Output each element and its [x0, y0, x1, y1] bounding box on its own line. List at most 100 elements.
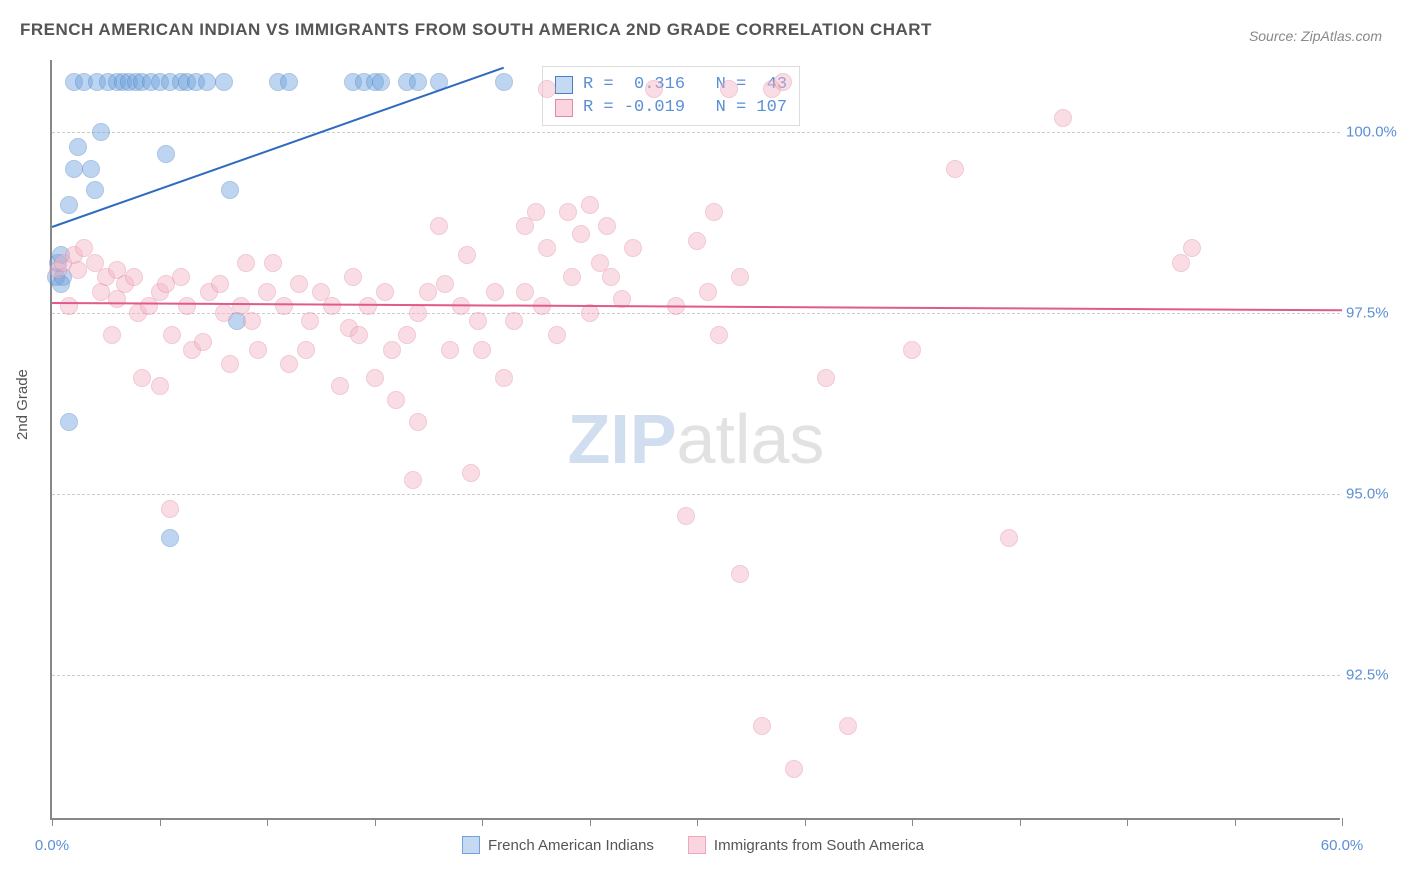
y-tick-label: 100.0% [1346, 124, 1396, 141]
x-tick [1342, 818, 1343, 826]
scatter-point [458, 246, 476, 264]
scatter-point [366, 369, 384, 387]
scatter-point [409, 304, 427, 322]
x-tick [590, 818, 591, 826]
scatter-point [258, 283, 276, 301]
x-tick [375, 818, 376, 826]
scatter-point [645, 80, 663, 98]
watermark-zip: ZIP [568, 400, 677, 478]
scatter-point [82, 160, 100, 178]
scatter-point [602, 268, 620, 286]
scatter-point [103, 326, 121, 344]
scatter-point [1000, 529, 1018, 547]
chart-title: FRENCH AMERICAN INDIAN VS IMMIGRANTS FRO… [20, 20, 932, 40]
scatter-point [60, 297, 78, 315]
scatter-point [430, 217, 448, 235]
stats-row-series1: R = 0.316 N = 43 [555, 73, 787, 96]
scatter-point [598, 217, 616, 235]
stats-swatch-series1 [555, 76, 573, 94]
x-tick-label: 60.0% [1321, 837, 1364, 854]
scatter-point [331, 377, 349, 395]
scatter-point [516, 283, 534, 301]
scatter-point [817, 369, 835, 387]
scatter-point [359, 297, 377, 315]
scatter-point [398, 326, 416, 344]
scatter-point [323, 297, 341, 315]
scatter-point [527, 203, 545, 221]
plot-area: ZIPatlas R = 0.316 N = 43 R = -0.019 N =… [50, 60, 1340, 820]
scatter-point [69, 138, 87, 156]
x-tick [1127, 818, 1128, 826]
scatter-point [710, 326, 728, 344]
scatter-point [157, 145, 175, 163]
scatter-point [720, 80, 738, 98]
scatter-point [125, 268, 143, 286]
scatter-point [538, 239, 556, 257]
scatter-point [572, 225, 590, 243]
watermark-atlas: atlas [677, 400, 825, 478]
scatter-point [469, 312, 487, 330]
y-tick-label: 97.5% [1346, 305, 1396, 322]
scatter-point [280, 73, 298, 91]
scatter-point [65, 160, 83, 178]
scatter-point [705, 203, 723, 221]
scatter-point [495, 73, 513, 91]
legend-label-1: French American Indians [488, 837, 654, 854]
scatter-point [215, 304, 233, 322]
x-tick [912, 818, 913, 826]
scatter-point [264, 254, 282, 272]
scatter-point [753, 717, 771, 735]
scatter-point [538, 80, 556, 98]
x-tick [267, 818, 268, 826]
legend-item-1: French American Indians [462, 836, 654, 854]
scatter-point [161, 500, 179, 518]
scatter-point [163, 326, 181, 344]
scatter-point [86, 181, 104, 199]
x-tick [1020, 818, 1021, 826]
stats-row-series2: R = -0.019 N = 107 [555, 96, 787, 119]
gridline-h [52, 675, 1340, 676]
y-tick-label: 95.0% [1346, 486, 1396, 503]
scatter-point [161, 529, 179, 547]
gridline-h [52, 494, 1340, 495]
scatter-point [1054, 109, 1072, 127]
scatter-point [194, 333, 212, 351]
x-tick [52, 818, 53, 826]
scatter-point [563, 268, 581, 286]
scatter-point [215, 73, 233, 91]
trend-line [52, 67, 504, 228]
source-label: Source: ZipAtlas.com [1249, 28, 1382, 44]
scatter-point [69, 261, 87, 279]
scatter-point [221, 181, 239, 199]
scatter-point [376, 283, 394, 301]
scatter-point [344, 268, 362, 286]
scatter-point [387, 391, 405, 409]
scatter-point [409, 413, 427, 431]
scatter-point [237, 254, 255, 272]
scatter-point [548, 326, 566, 344]
scatter-point [495, 369, 513, 387]
scatter-point [785, 760, 803, 778]
scatter-point [505, 312, 523, 330]
scatter-point [473, 341, 491, 359]
scatter-point [60, 413, 78, 431]
scatter-point [198, 73, 216, 91]
stats-swatch-series2 [555, 99, 573, 117]
scatter-point [249, 341, 267, 359]
scatter-point [839, 717, 857, 735]
legend-item-2: Immigrants from South America [688, 836, 924, 854]
x-tick [160, 818, 161, 826]
scatter-point [486, 283, 504, 301]
legend-swatch-2 [688, 836, 706, 854]
scatter-point [60, 196, 78, 214]
x-tick [697, 818, 698, 826]
scatter-point [404, 471, 422, 489]
scatter-point [301, 312, 319, 330]
scatter-point [731, 565, 749, 583]
stats-text-series1: R = 0.316 N = 43 [583, 75, 787, 94]
scatter-point [559, 203, 577, 221]
scatter-point [731, 268, 749, 286]
scatter-point [243, 312, 261, 330]
scatter-point [409, 73, 427, 91]
y-axis-label: 2nd Grade [14, 369, 31, 440]
